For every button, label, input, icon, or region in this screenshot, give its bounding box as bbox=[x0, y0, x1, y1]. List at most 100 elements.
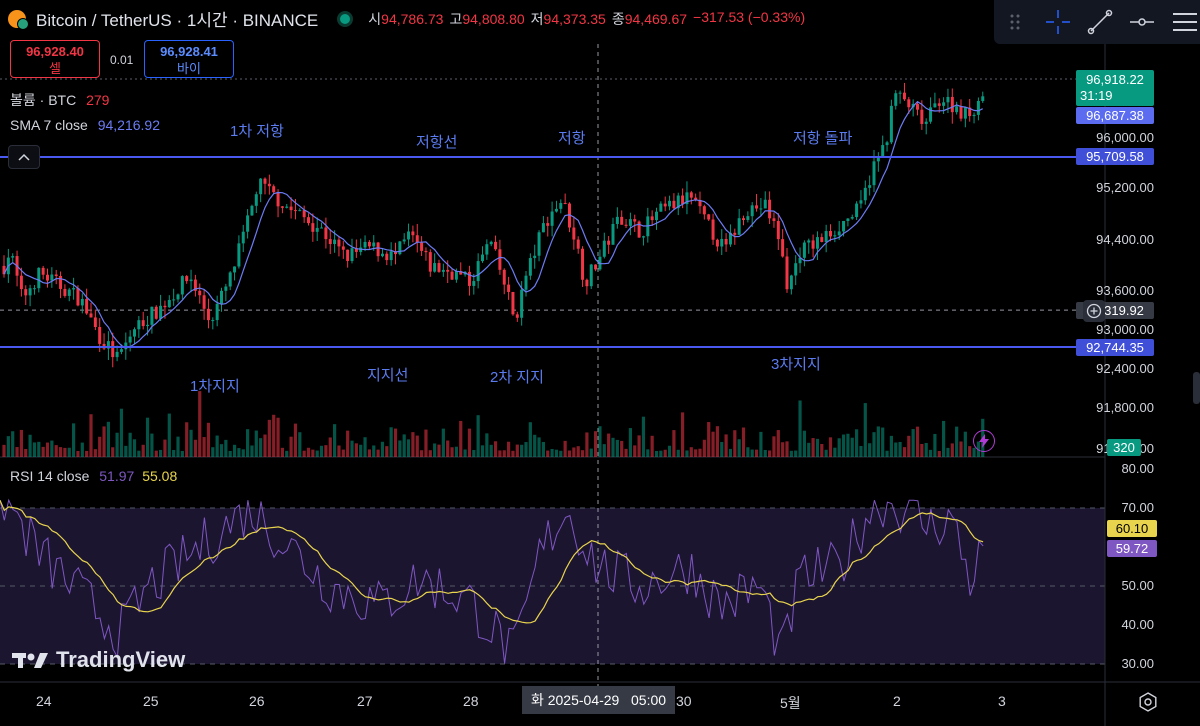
candle-body bbox=[694, 197, 698, 201]
volume-bar bbox=[567, 450, 572, 457]
candle-body bbox=[889, 105, 893, 143]
volume-bar bbox=[620, 440, 624, 457]
volume-bar bbox=[446, 440, 450, 457]
tradingview-logo-icon bbox=[12, 653, 48, 668]
candle-body bbox=[324, 227, 328, 240]
volume-bar bbox=[89, 414, 93, 457]
time-tick: 3 bbox=[998, 693, 1006, 709]
crosshair-icon[interactable] bbox=[1042, 6, 1072, 38]
volume-bar bbox=[763, 449, 767, 457]
volume-bar bbox=[128, 432, 132, 457]
scrollbar-handle[interactable] bbox=[1193, 372, 1200, 404]
sma-legend[interactable]: SMA 7 close 94,216.92 bbox=[10, 117, 161, 133]
volume-bar bbox=[420, 450, 424, 457]
candle-body bbox=[650, 216, 654, 221]
candle-body bbox=[755, 205, 759, 209]
drag-handle-icon[interactable] bbox=[1000, 6, 1030, 38]
volume-bar bbox=[515, 444, 519, 457]
volume-bar bbox=[63, 447, 67, 457]
candle-body bbox=[916, 103, 919, 110]
candle-body bbox=[515, 314, 519, 318]
annotation-resistance[interactable]: 저항 bbox=[558, 130, 586, 147]
time-tick: 5월 bbox=[780, 695, 801, 711]
candle-body bbox=[428, 252, 432, 272]
candle-body bbox=[472, 281, 476, 286]
candle-body bbox=[968, 107, 972, 117]
menu-icon[interactable] bbox=[1170, 6, 1200, 38]
volume-bar bbox=[781, 442, 785, 457]
volume-bar bbox=[824, 449, 828, 457]
candle-body bbox=[89, 313, 93, 318]
candle-body bbox=[163, 305, 167, 308]
volume-bar bbox=[750, 449, 754, 457]
annotation-first-resistance[interactable]: 1차 저항 bbox=[230, 123, 284, 140]
candle-body bbox=[511, 291, 515, 315]
candle-body bbox=[19, 275, 23, 290]
time-tick: 28 bbox=[463, 693, 479, 709]
sell-button[interactable]: 96,928.40 셀 bbox=[10, 40, 100, 78]
candle-body bbox=[402, 239, 406, 242]
candle-body bbox=[367, 241, 371, 247]
annotation-first-support[interactable]: 1차지지 bbox=[190, 378, 240, 395]
trendline-icon[interactable] bbox=[1085, 6, 1115, 38]
volume-bar bbox=[942, 420, 946, 457]
resistance-price-label: 95,709.58 bbox=[1076, 148, 1154, 165]
volume-bar bbox=[428, 450, 432, 457]
volume-bar bbox=[667, 445, 672, 457]
candle-body bbox=[407, 231, 411, 240]
candle-body bbox=[885, 142, 889, 146]
volume-bar bbox=[646, 449, 650, 457]
candle-body bbox=[241, 231, 245, 244]
buy-button[interactable]: 96,928.41 바이 bbox=[144, 40, 234, 78]
collapse-legend-button[interactable] bbox=[8, 145, 40, 169]
volume-bar bbox=[737, 439, 741, 457]
volume-bar bbox=[6, 436, 10, 457]
ohlc-values: 시94,786.73 고94,808.80 저94,373.35 종94,469… bbox=[368, 8, 806, 27]
volume-bar bbox=[741, 427, 746, 457]
candle-body bbox=[250, 205, 254, 216]
volume-bar bbox=[585, 432, 589, 457]
volume-bar bbox=[498, 450, 502, 457]
price-tick: 95,200.00 bbox=[1096, 180, 1154, 195]
annotation-support-line[interactable]: 지지선 bbox=[367, 367, 409, 384]
rsi-legend[interactable]: RSI 14 close 51.97 55.08 bbox=[10, 468, 178, 484]
volume-bar bbox=[132, 439, 137, 457]
candle-body bbox=[293, 210, 297, 212]
candle-body bbox=[315, 227, 319, 232]
annotation-resistance-breakout[interactable]: 저항 돌파 bbox=[793, 130, 853, 147]
candle-body bbox=[259, 178, 263, 195]
volume-bar bbox=[433, 443, 437, 457]
volume-bar bbox=[250, 445, 254, 457]
candle-body bbox=[550, 211, 554, 226]
volume-bar bbox=[528, 422, 532, 457]
volume-bar bbox=[841, 434, 846, 457]
candle-body bbox=[385, 253, 389, 261]
volume-bar bbox=[389, 427, 393, 457]
annotation-resistance-line[interactable]: 저항선 bbox=[416, 134, 458, 151]
volume-bar bbox=[594, 431, 598, 457]
horizontal-line-icon[interactable] bbox=[1127, 6, 1157, 38]
volume-bar bbox=[894, 442, 898, 457]
annotation-second-support[interactable]: 2차 지지 bbox=[490, 369, 544, 386]
settings-icon[interactable] bbox=[1138, 692, 1158, 717]
volume-bar bbox=[119, 408, 124, 457]
candle-body bbox=[459, 271, 463, 275]
volume-bar bbox=[955, 426, 959, 457]
candle-body bbox=[411, 231, 415, 236]
candle-body bbox=[663, 203, 667, 207]
candle-body bbox=[341, 246, 345, 250]
volume-bar bbox=[759, 431, 763, 457]
symbol-header[interactable]: Bitcoin / TetherUS · 1시간 · BINANCE 시94,7… bbox=[8, 6, 805, 31]
candle-body bbox=[681, 195, 685, 205]
symbol-title[interactable]: Bitcoin / TetherUS · 1시간 · BINANCE bbox=[36, 11, 319, 30]
candle-body bbox=[881, 145, 885, 157]
lightning-icon[interactable] bbox=[973, 430, 995, 452]
annotation-third-support[interactable]: 3차지지 bbox=[771, 356, 821, 373]
candle-body bbox=[659, 203, 663, 212]
add-alert-icon[interactable] bbox=[1083, 300, 1105, 322]
candle-body bbox=[146, 324, 150, 327]
candle-body bbox=[41, 267, 45, 275]
candle-body bbox=[689, 192, 693, 198]
volume-legend[interactable]: 볼륨 · BTC 279 bbox=[10, 92, 110, 108]
